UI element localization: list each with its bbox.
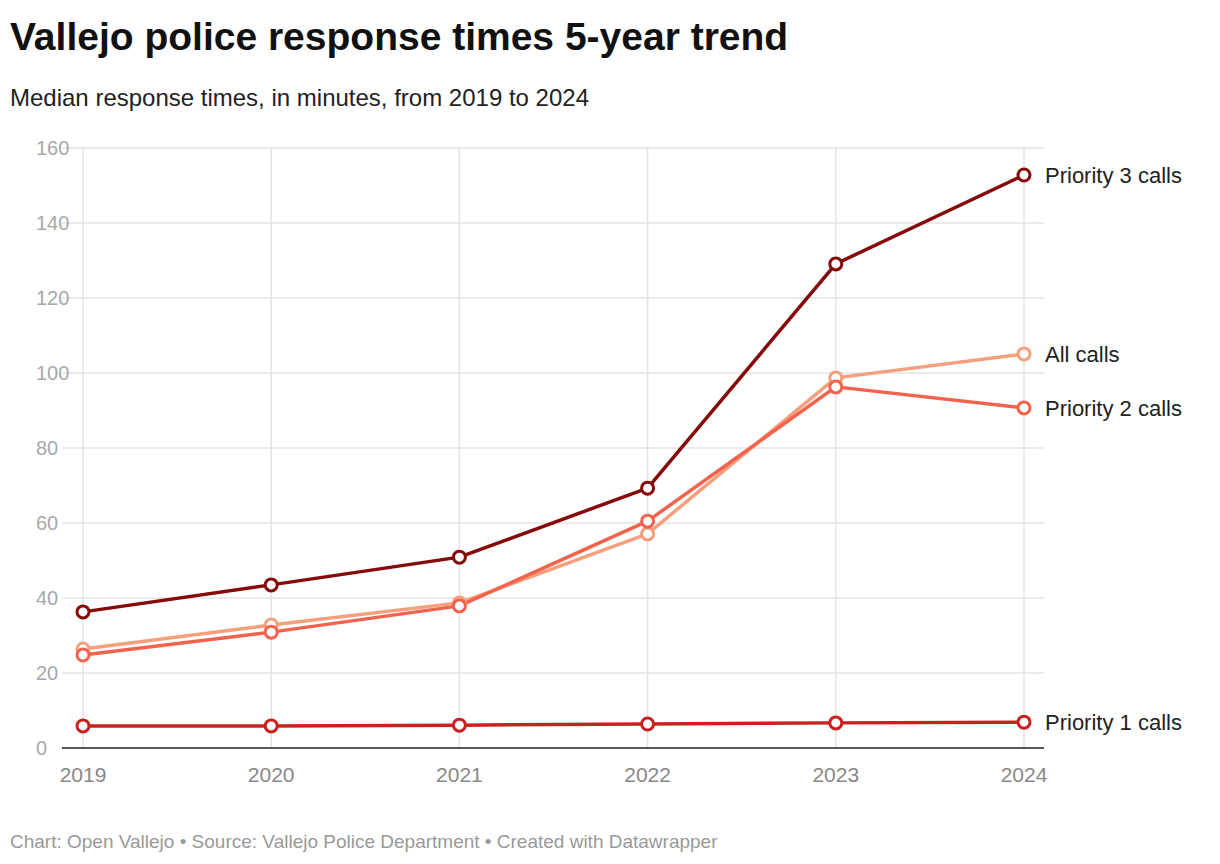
series-line: [83, 387, 1024, 655]
data-point: [453, 719, 465, 731]
data-layer: [77, 169, 1030, 732]
x-grid-line: [835, 148, 837, 748]
data-point: [1018, 402, 1030, 414]
series-label: Priority 2 calls: [1045, 396, 1182, 421]
y-tick-label: 100: [36, 362, 69, 384]
x-tick-label: 2023: [812, 763, 859, 786]
x-grid-line: [270, 148, 272, 748]
y-tick-label: 140: [36, 212, 69, 234]
data-point: [830, 381, 842, 393]
data-point: [265, 626, 277, 638]
x-tick-label: 2022: [624, 763, 671, 786]
title: Vallejo police response times 5-year tre…: [10, 15, 788, 58]
chart: Vallejo police response times 5-year tre…: [0, 0, 1220, 864]
x-tick-label: 2021: [436, 763, 483, 786]
data-point: [77, 649, 89, 661]
series-label: Priority 3 calls: [1045, 163, 1182, 188]
data-point: [642, 718, 654, 730]
x-grid-line: [647, 148, 649, 748]
y-tick-label: 120: [36, 287, 69, 309]
x-grid-line: [459, 148, 461, 748]
data-point: [642, 528, 654, 540]
data-point: [453, 551, 465, 563]
grid-line: [62, 297, 1044, 299]
data-point: [77, 606, 89, 618]
x-grid-line: [1023, 148, 1025, 748]
source: Chart: Open Vallejo • Source: Vallejo Po…: [10, 831, 718, 852]
grid-line: [62, 372, 1044, 374]
y-tick-label: 160: [36, 137, 69, 159]
data-point: [1018, 348, 1030, 360]
y-tick-label: 60: [36, 512, 58, 534]
data-point: [830, 717, 842, 729]
grid-line: [62, 147, 1044, 149]
grid-line: [62, 597, 1044, 599]
data-point: [830, 258, 842, 270]
y-tick-label: 0: [36, 737, 47, 759]
grid-line: [62, 447, 1044, 449]
x-tick-label: 2020: [248, 763, 295, 786]
y-tick-label: 80: [36, 437, 58, 459]
x-tick-label: 2024: [1001, 763, 1048, 786]
grid-line: [62, 222, 1044, 224]
series-label: Priority 1 calls: [1045, 710, 1182, 735]
series-line: [83, 354, 1024, 649]
data-point: [265, 720, 277, 732]
grid: [62, 148, 1044, 748]
data-point: [642, 515, 654, 527]
data-point: [77, 720, 89, 732]
subtitle: Median response times, in minutes, from …: [10, 84, 589, 111]
series-line: [83, 722, 1024, 726]
data-point: [1018, 716, 1030, 728]
data-point: [453, 600, 465, 612]
data-point: [1018, 169, 1030, 181]
x-tick-label: 2019: [60, 763, 107, 786]
series-label: All calls: [1045, 342, 1120, 367]
data-point: [265, 579, 277, 591]
y-tick-label: 20: [36, 662, 58, 684]
y-tick-label: 40: [36, 587, 58, 609]
data-point: [642, 482, 654, 494]
x-axis-line: [62, 747, 1044, 749]
grid-line: [62, 672, 1044, 674]
